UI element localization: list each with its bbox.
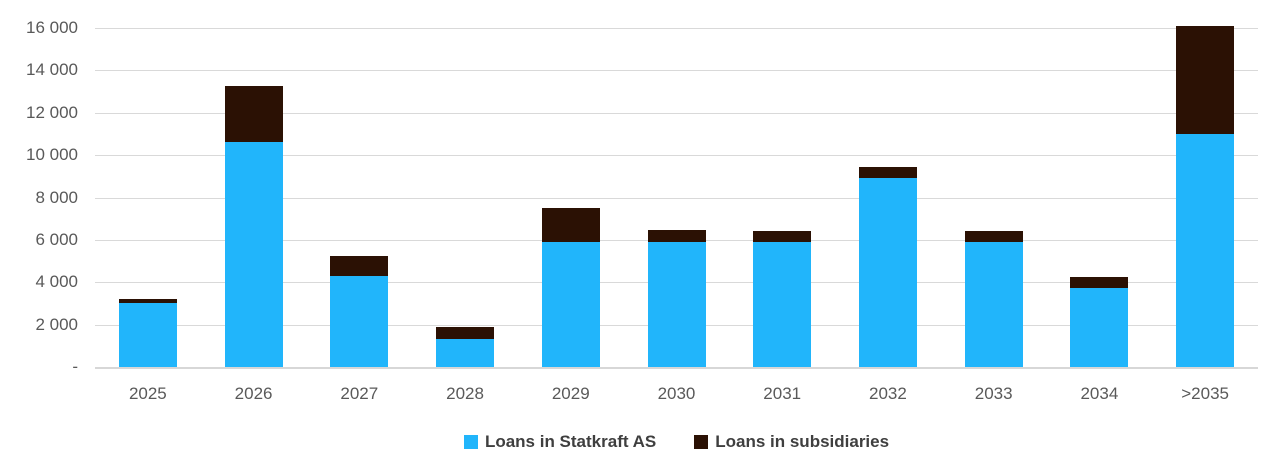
x-tick-label: 2029 — [551, 384, 590, 403]
legend-swatch-subsidiaries-icon — [694, 435, 709, 449]
bar-segment-statkraft — [858, 178, 917, 367]
bar-segment-subsidiaries — [1176, 25, 1235, 134]
bar-2027 — [330, 28, 389, 367]
bar-2029 — [541, 28, 600, 367]
x-tick-label: 2034 — [1080, 384, 1119, 403]
bar-segment-subsidiaries — [541, 208, 600, 242]
bar-segment-subsidiaries — [330, 255, 389, 276]
bar-2033 — [964, 28, 1023, 367]
plot-area — [95, 25, 1258, 367]
bar-segment-subsidiaries — [1070, 276, 1129, 288]
legend-item-subsidiaries: Loans in subsidiaries — [694, 432, 889, 452]
legend-label-statkraft: Loans in Statkraft AS — [484, 432, 657, 451]
bar-segment-subsidiaries — [224, 86, 283, 143]
bar-2026 — [224, 28, 283, 367]
y-tick-label: 14 000 — [26, 60, 78, 80]
bar-2028 — [436, 28, 495, 367]
y-tick-label: - — [72, 357, 78, 376]
x-tick-label: >2035 — [1181, 384, 1229, 403]
bar-segment-statkraft — [647, 242, 706, 367]
bar-segment-subsidiaries — [436, 326, 495, 340]
legend-swatch-statkraft-icon — [463, 435, 478, 449]
bar-2032 — [858, 28, 917, 367]
bar-2025 — [118, 28, 177, 367]
x-tick-label: 2031 — [763, 384, 802, 403]
bar-2031 — [753, 28, 812, 367]
gridline — [95, 70, 1258, 72]
bar-segment-subsidiaries — [118, 299, 177, 304]
bar-segment-statkraft — [224, 142, 283, 367]
bar-segment-statkraft — [753, 242, 812, 367]
bar-segment-subsidiaries — [964, 231, 1023, 242]
bar-segment-statkraft — [964, 242, 1023, 367]
bar-gt2035 — [1176, 25, 1235, 367]
x-tick-label: 2027 — [340, 384, 379, 403]
x-axis-line — [95, 367, 1258, 369]
bar-segment-statkraft — [436, 339, 495, 367]
bar-segment-subsidiaries — [858, 166, 917, 179]
y-tick-label: 12 000 — [26, 102, 78, 122]
y-tick-label: 6 000 — [35, 229, 78, 249]
y-tick-label: 16 000 — [26, 18, 78, 37]
y-tick-label: 2 000 — [35, 314, 78, 334]
y-tick-label: 4 000 — [35, 272, 78, 292]
x-tick-label: 2026 — [234, 384, 273, 403]
legend-item-statkraft: Loans in Statkraft AS — [463, 432, 657, 452]
gridline — [95, 197, 1258, 199]
bar-segment-statkraft — [1070, 287, 1129, 367]
y-tick-label: 8 000 — [35, 187, 78, 207]
x-tick-label: 2032 — [869, 384, 907, 403]
bar-2034 — [1070, 28, 1129, 367]
bar-2030 — [647, 28, 706, 367]
gridline — [95, 155, 1258, 157]
bar-segment-statkraft — [541, 242, 600, 367]
bar-segment-statkraft — [330, 275, 389, 367]
y-tick-label: 10 000 — [26, 145, 78, 165]
x-tick-label: 2025 — [128, 384, 167, 403]
x-tick-label: 2030 — [657, 384, 696, 403]
legend-label-subsidiaries: Loans in subsidiaries — [715, 432, 890, 451]
gridline — [95, 112, 1258, 114]
bar-segment-subsidiaries — [753, 231, 812, 242]
gridline — [95, 28, 1258, 29]
x-tick-label: 2028 — [446, 384, 484, 403]
bar-segment-statkraft — [118, 303, 177, 367]
chart-legend: Loans in Statkraft AS Loans in subsidiar… — [95, 430, 1258, 454]
x-tick-label: 2033 — [974, 384, 1013, 403]
bar-segment-subsidiaries — [647, 230, 706, 242]
bar-segment-statkraft — [1176, 133, 1235, 367]
